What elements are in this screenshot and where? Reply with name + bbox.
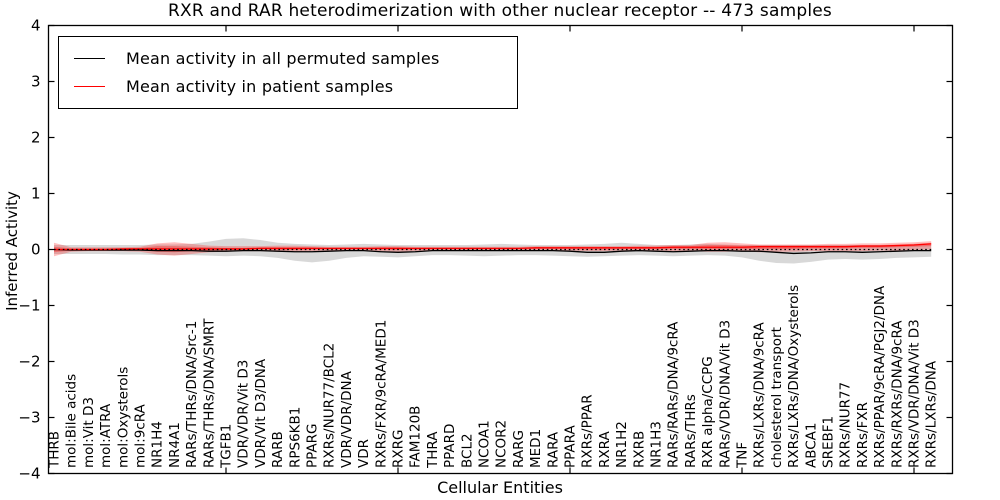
legend-label-permuted: Mean activity in all permuted samples [126,48,440,68]
svg-text:RARB: RARB [270,431,286,468]
y-axis-title: Inferred Activity [3,191,21,311]
legend-row-patient: Mean activity in patient samples [59,72,517,100]
svg-text:RARs/RARs/DNA/9cRA: RARs/RARs/DNA/9cRA [666,321,682,468]
svg-text:VDR: VDR [356,439,372,468]
chart-title: RXR and RAR heterodimerization with othe… [168,1,832,21]
svg-text:0: 0 [31,241,41,259]
svg-text:RXRs/RXRs/DNA/9cRA: RXRs/RXRs/DNA/9cRA [889,320,905,468]
svg-text:mol:Oxysterols: mol:Oxysterols [115,367,131,468]
svg-text:NCOA1: NCOA1 [477,420,493,468]
svg-text:RXRs/PPAR/9cRA/PGJ2/DNA: RXRs/PPAR/9cRA/PGJ2/DNA [872,285,888,468]
svg-text:RARs/THRs/DNA/Src-1: RARs/THRs/DNA/Src-1 [184,321,200,468]
svg-text:RXRs/VDR/DNA/Vit D3: RXRs/VDR/DNA/Vit D3 [907,319,923,468]
svg-text:RARs/VDR/DNA/Vit D3: RARs/VDR/DNA/Vit D3 [717,320,733,468]
svg-text:SREBF1: SREBF1 [821,416,837,468]
x-axis-ticks [225,25,915,474]
svg-text:−2: −2 [18,353,40,371]
svg-text:RXRs/FXR/9cRA/MED1: RXRs/FXR/9cRA/MED1 [373,320,389,468]
svg-text:PPARG: PPARG [305,424,321,469]
svg-text:mol:Bile acids: mol:Bile acids [64,374,80,468]
legend-label-patient: Mean activity in patient samples [126,76,394,96]
svg-text:RXRs/PPAR: RXRs/PPAR [580,394,596,468]
svg-text:RARA: RARA [545,431,561,468]
legend: Mean activity in all permuted samples Me… [58,36,518,109]
svg-text:NR4A1: NR4A1 [167,422,183,468]
svg-text:VDR/VDR/DNA: VDR/VDR/DNA [339,370,355,468]
svg-text:VDR/Vit D3/DNA: VDR/Vit D3/DNA [253,358,269,468]
svg-text:THRA: THRA [425,431,441,469]
svg-text:−4: −4 [18,465,40,483]
svg-text:RXRs/LXRs/DNA/Oxysterols: RXRs/LXRs/DNA/Oxysterols [786,285,802,468]
svg-text:mol:ATRA: mol:ATRA [98,403,114,468]
svg-text:RARG: RARG [511,430,527,468]
svg-text:RPS6KB1: RPS6KB1 [287,407,303,468]
svg-text:RXRs/NUR77/BCL2: RXRs/NUR77/BCL2 [322,343,338,468]
svg-text:1: 1 [31,185,41,203]
svg-text:RXRs/LXRs/DNA/9cRA: RXRs/LXRs/DNA/9cRA [752,322,768,468]
svg-text:BCL2: BCL2 [459,433,475,468]
svg-text:MED1: MED1 [528,429,544,468]
svg-text:NR1H4: NR1H4 [150,421,166,468]
svg-text:RARs/THRs/DNA/SMRT: RARs/THRs/DNA/SMRT [201,318,217,468]
svg-text:RARs/THRs: RARs/THRs [683,394,699,468]
x-axis-title: Cellular Entities [437,478,563,497]
svg-text:ABCA1: ABCA1 [803,422,819,468]
svg-text:PPARA: PPARA [563,425,579,468]
x-category-labels: THRB mol:Bile acids mol:Vit D3 mol:ATRA mol:… [47,285,940,469]
svg-text:FAM120B: FAM120B [408,406,424,468]
y-tick-labels: 4 3 2 1 0 −1 −2 −3 −4 [18,17,40,483]
permuted-mean-line [53,248,932,255]
svg-text:RXRA: RXRA [597,431,613,468]
svg-text:mol:Vit D3: mol:Vit D3 [81,397,97,468]
legend-row-permuted: Mean activity in all permuted samples [59,44,517,72]
svg-text:RXRs/FXR: RXRs/FXR [855,402,871,468]
svg-text:cholesterol transport: cholesterol transport [769,327,785,468]
svg-text:PPARD: PPARD [442,424,458,468]
svg-text:NR1H3: NR1H3 [649,421,665,468]
svg-text:3: 3 [31,73,41,91]
patient-line-icon [74,85,105,87]
svg-text:4: 4 [31,17,41,35]
svg-text:TGFB1: TGFB1 [219,424,235,469]
svg-text:RXRB: RXRB [631,431,647,468]
svg-text:RXRG: RXRG [391,430,407,468]
svg-text:2: 2 [31,129,41,147]
svg-text:RXRs/NUR77: RXRs/NUR77 [838,382,854,468]
svg-text:mol:9cRA: mol:9cRA [133,403,149,468]
svg-text:NR1H2: NR1H2 [614,421,630,468]
svg-text:TNF: TNF [735,442,751,469]
patient-inner-range-band [54,242,932,253]
svg-text:VDR/VDR/Vit D3: VDR/VDR/Vit D3 [236,360,252,468]
svg-text:RXRs/LXRs/DNA: RXRs/LXRs/DNA [924,360,940,468]
y-axis-ticks [48,24,953,475]
permuted-line-icon [74,57,105,59]
svg-text:−1: −1 [18,297,40,315]
svg-text:NCOR2: NCOR2 [494,420,510,468]
svg-text:RXR alpha/CCPG: RXR alpha/CCPG [700,356,716,468]
svg-text:THRB: THRB [47,431,63,469]
svg-text:−3: −3 [18,409,40,427]
